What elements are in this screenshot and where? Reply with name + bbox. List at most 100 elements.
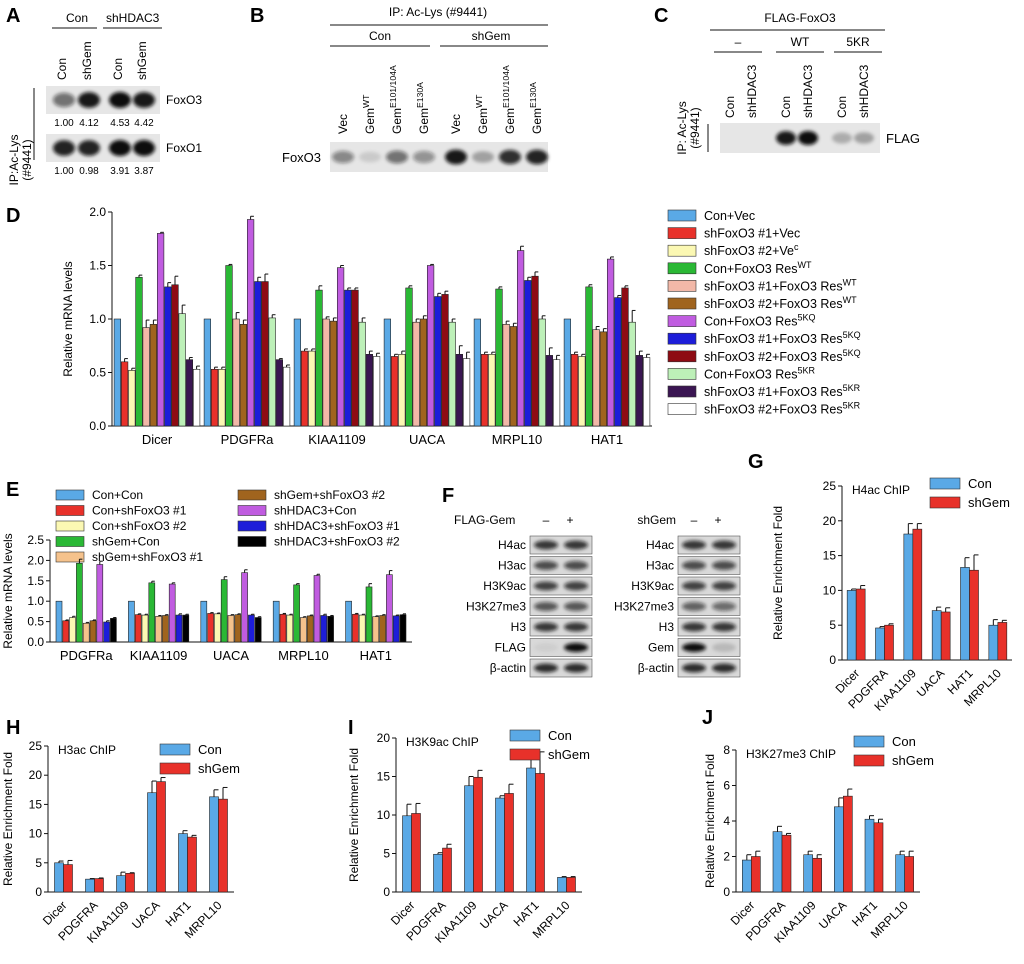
legend-d-swatch-8 [667, 350, 697, 363]
legend-d-swatch-0 [667, 209, 697, 222]
chart-i-legend-label-1: shGem [548, 747, 590, 762]
legend-d-label-2: shFoxO3 #2+Vec [704, 242, 799, 258]
chart-i-bar-4-1 [535, 773, 545, 893]
legend-e-label-1: Con+shFoxO3 #1 [92, 504, 187, 518]
panel-f-right-band-4-0 [682, 622, 706, 632]
legend-d-swatch-1 [667, 227, 697, 239]
panel-f-right-sign-0: – [691, 513, 698, 527]
panel-a-lane-1: shGem [80, 41, 94, 80]
chart-d-bar-5-9 [628, 321, 636, 427]
chart-g-bar-3-0 [931, 610, 942, 661]
chart-d-bar-2-10 [365, 354, 374, 427]
panel-b-lane-7: GemE130A [528, 82, 544, 134]
panel-a-group-shhdac3: shHDAC3 [106, 11, 160, 25]
chart-d-ytick-0: 0.0 [89, 419, 106, 433]
panel-b-band-label: FoxO3 [282, 150, 321, 165]
chart-i-ytick-0: 0 [383, 885, 390, 899]
chart-g-bar-3-1 [940, 611, 951, 661]
panel-f-left-band-6-0 [534, 663, 558, 673]
chart-i-bar-3-0 [495, 797, 505, 893]
panel-c-lane-5: shHDAC3 [857, 64, 871, 118]
chart-d-bar-0-8 [171, 284, 179, 427]
panel-a-lane-0: Con [55, 58, 69, 80]
legend-e-label-6: shHDAC3+Con [274, 504, 356, 518]
chart-d-bar-4-8 [531, 275, 539, 427]
chart-e-bar-3-0 [272, 600, 280, 643]
chart-d-bar-3-6 [426, 265, 435, 427]
legend-e-label-4: shGem+shFoxO3 #1 [92, 550, 203, 564]
chart-d-bar-1-7 [254, 281, 262, 427]
chart-d-bar-0-2 [128, 370, 136, 427]
panel-f-left-blot-4 [529, 617, 593, 637]
chart-e-bar-3-7 [320, 615, 328, 643]
chart-d-ylabel: Relative mRNA levels [61, 261, 75, 376]
legend-d-label-3: Con+FoxO3 ResWT [704, 260, 812, 276]
chart-d-bar-0-5 [149, 324, 158, 427]
legend-d-label-5-sup: WT [843, 295, 857, 305]
panel-c-lane-1: shHDAC3 [745, 64, 759, 118]
legend-d-label-7-sup: 5KQ [843, 330, 861, 340]
panel-a-ip-label: IP:Ac-Lys (#9441) [7, 135, 34, 186]
panel-b-band-1 [359, 151, 381, 163]
chart-h-bar-5-0 [209, 796, 219, 893]
panel-b-lane-5-sup: WT [474, 94, 484, 108]
panel-b-band-4 [445, 149, 467, 165]
chart-g-ytick-3: 15 [823, 549, 837, 563]
chart-d-bar-4-1 [480, 354, 489, 427]
legend-e-label-2: Con+shFoxO3 #2 [92, 519, 187, 533]
chart-d-bar-3-9 [448, 321, 456, 427]
panel-b-lane-2-base: Gem [390, 108, 404, 134]
chart-d-bar-5-3 [585, 286, 593, 427]
panel-a-band-0-0 [53, 92, 75, 108]
legend-d-swatch-2 [667, 244, 697, 257]
chart-d-bar-4-10 [545, 355, 553, 427]
panel-f-right-blot-4 [677, 617, 741, 637]
chart-e-bar-2-8 [254, 617, 262, 643]
chart-d-bar-4-9 [538, 318, 546, 427]
panel-a-ip-sub: (#9441) [20, 139, 34, 180]
legend-e-label-3: shGem+Con [92, 535, 160, 549]
chart-i-ytick-3: 15 [377, 770, 391, 784]
legend-e-swatch-0 [55, 489, 85, 501]
panel-b-group-con: Con [369, 29, 391, 43]
panel-f-right-band-0-1 [712, 540, 736, 550]
panel-a-band-0-1 [78, 92, 100, 108]
legend-d-label-9: Con+FoxO3 Res5KR [704, 365, 815, 381]
panel-a-quant-1-0: 1.00 [54, 166, 74, 177]
chart-j-legend-swatch-0 [853, 735, 885, 748]
chart-d-bar-3-0 [383, 318, 392, 427]
panel-f-left-row-2: H3K9ac [483, 579, 526, 593]
legend-d-swatch-10 [667, 385, 697, 398]
panel-b-lane-7-sup: E130A [528, 82, 538, 108]
legend-d-swatch-4 [667, 280, 697, 292]
panel-f-right-blot-6 [677, 658, 741, 678]
panel-c-group-0: – [735, 35, 742, 49]
chart-e-bar-1-2 [141, 614, 149, 643]
chart-d-xtick-1: PDGFRa [221, 432, 275, 447]
chart-d-bar-5-5 [599, 331, 607, 427]
panel-f-right-row-1: H3ac [646, 559, 674, 573]
chart-e-bar-1-4 [155, 615, 162, 643]
panel-f-left-sign-1: + [566, 513, 573, 527]
panel-f-left-treatment: FLAG-Gem [454, 513, 515, 527]
chart-e-bar-1-1 [134, 614, 142, 643]
chart-e-ytick-0: 0.0 [27, 635, 44, 649]
chart-h-bar-3-1 [156, 781, 166, 893]
chart-h-bar-2-1 [125, 873, 135, 893]
panel-a-lane-2: Con [111, 58, 125, 80]
chart-e-bar-4-6 [386, 574, 393, 643]
panel-f-right-row-6: β-actin [638, 661, 674, 675]
chart-e-xtick-2: UACA [213, 648, 249, 663]
chart-d-bar-0-9 [178, 313, 186, 427]
chart-d-bar-5-1 [570, 354, 579, 427]
chart-g-xtick-3: UACA [914, 666, 947, 699]
chart-g-ytick-0: 0 [829, 653, 836, 667]
chart-h-bar-1-0 [85, 878, 95, 893]
panel-a: A Con shHDAC3 Con shGem Con shGem IP:Ac-Lys… [6, 5, 202, 185]
legend-d-label-10-base: shFoxO3 #1+FoxO3 Res [704, 385, 843, 399]
panel-f-left-band-3-1 [564, 602, 588, 611]
chart-d: 0.0 0.5 1.0 1.5 2.0 Relative mRNA levels Dicer… [61, 205, 652, 447]
